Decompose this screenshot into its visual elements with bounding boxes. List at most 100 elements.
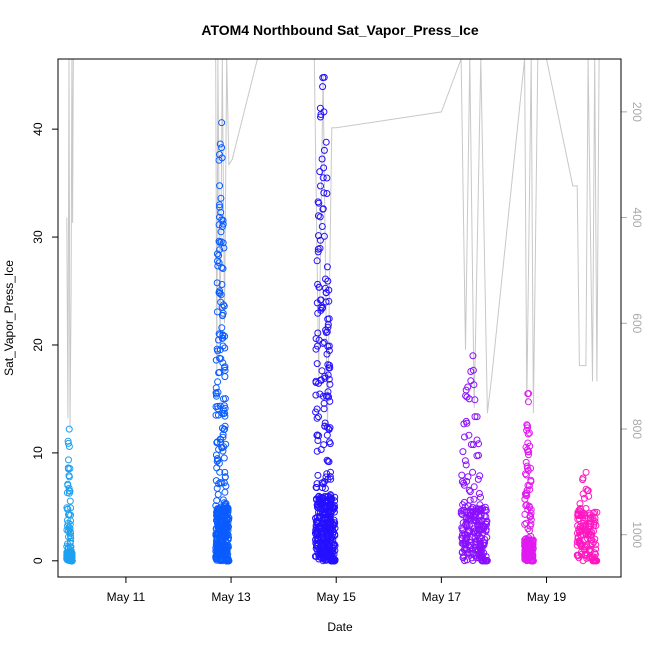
data-point xyxy=(223,552,231,560)
data-point xyxy=(221,468,229,476)
data-point xyxy=(221,488,229,496)
data-point xyxy=(315,283,323,291)
pressure-line xyxy=(66,59,600,430)
data-point xyxy=(318,304,326,312)
data-point xyxy=(216,368,223,376)
data-point xyxy=(316,236,324,244)
data-point xyxy=(482,553,490,560)
y-axis-label: Sat_Vapor_Press_Ice xyxy=(2,260,16,376)
data-point xyxy=(213,345,221,353)
data-point xyxy=(314,212,322,220)
data-point xyxy=(583,528,591,536)
data-point xyxy=(526,503,534,511)
data-point xyxy=(326,364,334,372)
data-point xyxy=(216,290,224,297)
y-tick-label: 40 xyxy=(31,122,45,136)
data-point xyxy=(463,478,471,485)
data-point xyxy=(316,390,324,398)
data-point xyxy=(218,324,226,332)
data-point xyxy=(473,436,481,444)
data-point-peak xyxy=(469,352,477,360)
data-point xyxy=(467,368,475,375)
data-point xyxy=(522,458,530,466)
data-point xyxy=(314,471,322,479)
data-point xyxy=(67,504,75,512)
y-tick-label: 0 xyxy=(31,557,45,564)
data-point xyxy=(526,486,534,494)
data-point xyxy=(325,297,333,305)
data-point xyxy=(314,245,322,253)
series-5 xyxy=(521,390,537,565)
data-point xyxy=(67,551,75,559)
data-point xyxy=(313,513,321,521)
data-point xyxy=(469,468,477,476)
series-2 xyxy=(212,119,233,565)
data-point xyxy=(325,342,333,350)
data-point xyxy=(220,244,228,252)
data-point xyxy=(219,447,227,455)
data-point xyxy=(326,380,334,388)
data-point xyxy=(463,556,471,564)
data-point xyxy=(314,248,322,256)
data-point xyxy=(470,529,478,537)
data-point xyxy=(66,497,74,505)
data-point xyxy=(322,298,330,306)
data-point xyxy=(574,508,582,516)
data-point xyxy=(213,457,221,465)
data-point xyxy=(471,396,479,404)
data-point xyxy=(221,404,229,412)
data-point xyxy=(324,475,332,483)
data-point xyxy=(323,423,331,431)
data-point xyxy=(318,155,326,163)
data-point xyxy=(467,441,475,448)
data-point xyxy=(524,506,532,514)
data-point xyxy=(218,444,226,452)
data-point xyxy=(324,508,332,516)
data-point xyxy=(312,514,319,522)
data-point xyxy=(459,448,467,456)
data-point xyxy=(222,528,230,536)
data-point xyxy=(470,381,478,389)
data-point xyxy=(469,503,477,511)
data-point xyxy=(218,216,226,224)
data-point xyxy=(325,347,333,354)
data-point xyxy=(213,392,220,400)
data-point xyxy=(216,515,224,523)
data-point xyxy=(315,199,323,207)
data-point xyxy=(65,473,73,481)
data-point xyxy=(218,264,226,271)
data-point xyxy=(523,426,531,434)
data-point xyxy=(576,540,584,547)
data-point xyxy=(467,377,475,385)
data-point xyxy=(223,532,231,540)
data-point xyxy=(322,138,330,146)
data-point xyxy=(323,328,331,336)
data-point xyxy=(213,556,221,564)
axes: 0 10 20 30 40 May 11 May 13 May 15 May 17 May 19 2… xyxy=(31,102,644,604)
data-point xyxy=(219,312,226,320)
data-point xyxy=(217,194,225,202)
x-tick-label: May 13 xyxy=(211,590,251,604)
data-point xyxy=(212,411,220,419)
data-point xyxy=(318,367,326,375)
series-6 xyxy=(573,468,601,565)
data-point xyxy=(327,468,334,476)
data-point xyxy=(212,531,220,539)
data-point xyxy=(65,533,72,541)
data-point xyxy=(65,456,72,464)
data-point xyxy=(330,550,338,558)
data-point xyxy=(327,495,335,503)
data-point xyxy=(214,491,222,498)
data-point xyxy=(313,431,321,439)
data-point xyxy=(323,496,331,504)
data-point xyxy=(323,263,331,271)
x-tick-label: May 15 xyxy=(317,590,357,604)
data-point xyxy=(329,536,337,543)
data-point xyxy=(461,457,469,465)
data-point xyxy=(214,520,221,527)
data-point xyxy=(313,480,321,488)
data-point xyxy=(525,448,533,456)
data-point xyxy=(523,492,531,500)
data-point xyxy=(320,405,328,413)
